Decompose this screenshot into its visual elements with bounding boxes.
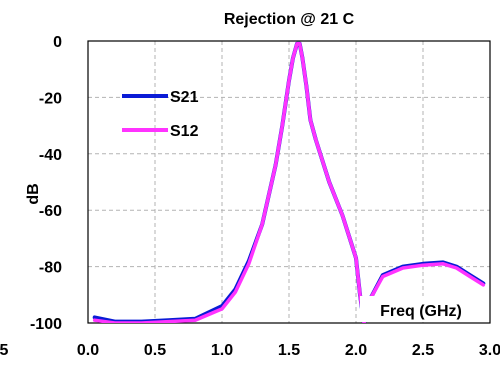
x-tick-label: 2.0 — [345, 342, 367, 359]
y-tick-label: -20 — [39, 90, 62, 107]
x-tick-label: 0.0 — [77, 342, 99, 359]
y-tick-label: -100 — [30, 316, 62, 333]
y-tick-label: -60 — [39, 203, 62, 220]
series-line-s12 — [92, 42, 486, 323]
x-tick-label: 0.5 — [144, 342, 166, 359]
y-tick-label: -80 — [39, 260, 62, 277]
x-tick-label: 2.5 — [412, 342, 434, 359]
x-tick-label: 3.0 — [479, 342, 500, 359]
legend-label-s12: S12 — [170, 123, 199, 140]
x-tick-labels: 0.0 0.5 1.0 1.5 2.0 2.5 3.0 — [77, 342, 500, 359]
y-tick-labels: 0 -20 -40 -60 -80 -100 — [30, 34, 62, 333]
legend: S21 S12 — [122, 89, 199, 140]
x-axis-label: Freq (GHz) — [380, 303, 462, 320]
left-edge-tick-label: 5 — [0, 342, 9, 359]
legend-label-s21: S21 — [170, 89, 199, 106]
y-tick-label: 0 — [53, 34, 62, 51]
chart-title: Rejection @ 21 C — [224, 11, 355, 28]
y-tick-label: -40 — [39, 147, 62, 164]
x-tick-label: 1.0 — [211, 342, 233, 359]
x-tick-label: 1.5 — [278, 342, 300, 359]
y-axis-label: dB — [25, 183, 42, 204]
series-layer — [92, 41, 486, 323]
x-axis-label-box: Freq (GHz) — [360, 296, 482, 322]
plot-area — [87, 40, 491, 324]
